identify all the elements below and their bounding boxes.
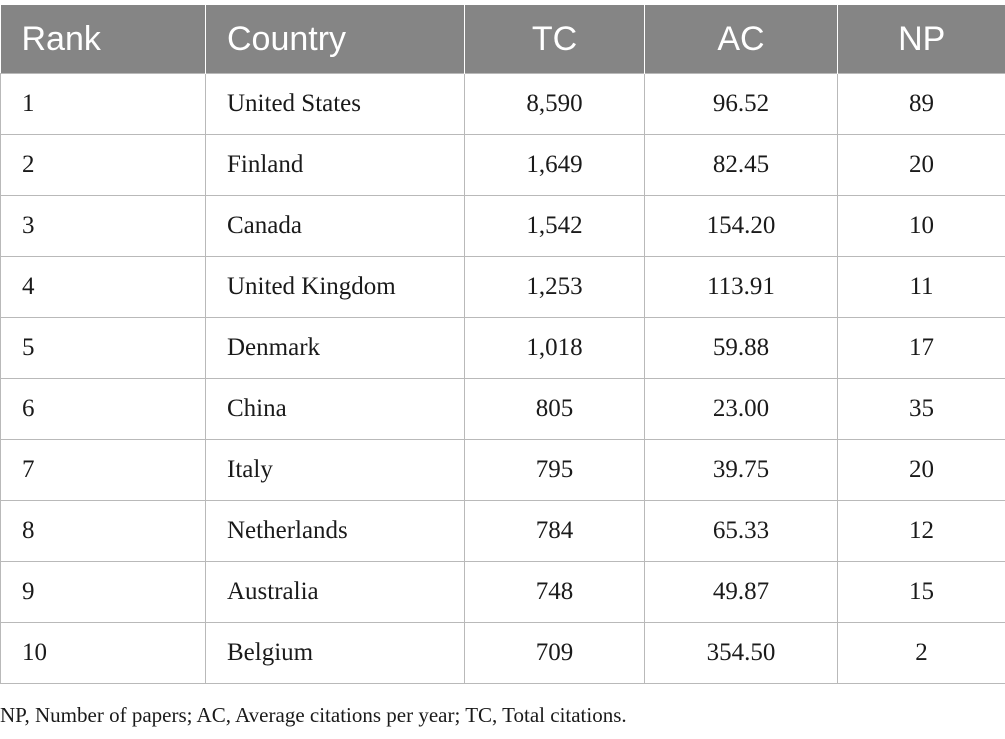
cell-rank: 3 — [0, 195, 206, 257]
cell-np: 35 — [837, 378, 1005, 440]
table-row: 3 Canada 1,542 154.20 10 — [0, 195, 1005, 257]
cell-country: United Kingdom — [205, 256, 465, 318]
table-row: 1 United States 8,590 96.52 89 — [0, 73, 1005, 135]
table-row: 9 Australia 748 49.87 15 — [0, 561, 1005, 623]
cell-tc: 748 — [464, 561, 645, 623]
cell-country: China — [205, 378, 465, 440]
cell-np: 89 — [837, 73, 1005, 135]
cell-ac: 113.91 — [644, 256, 838, 318]
cell-tc: 1,018 — [464, 317, 645, 379]
cell-tc: 795 — [464, 439, 645, 501]
country-citations-table: Rank Country TC AC NP 1 United States 8,… — [0, 5, 1005, 684]
cell-country: Italy — [205, 439, 465, 501]
cell-rank: 2 — [0, 134, 206, 196]
cell-ac: 82.45 — [644, 134, 838, 196]
cell-tc: 1,542 — [464, 195, 645, 257]
cell-ac: 354.50 — [644, 622, 838, 684]
cell-np: 12 — [837, 500, 1005, 562]
cell-ac: 96.52 — [644, 73, 838, 135]
header-tc: TC — [464, 5, 645, 74]
cell-tc: 805 — [464, 378, 645, 440]
table-row: 2 Finland 1,649 82.45 20 — [0, 134, 1005, 196]
cell-ac: 154.20 — [644, 195, 838, 257]
table-footnote: NP, Number of papers; AC, Average citati… — [0, 703, 627, 727]
table-row: 8 Netherlands 784 65.33 12 — [0, 500, 1005, 562]
cell-ac: 65.33 — [644, 500, 838, 562]
cell-ac: 49.87 — [644, 561, 838, 623]
cell-tc: 784 — [464, 500, 645, 562]
cell-rank: 9 — [0, 561, 206, 623]
cell-np: 17 — [837, 317, 1005, 379]
cell-country: Belgium — [205, 622, 465, 684]
cell-rank: 1 — [0, 73, 206, 135]
header-np: NP — [837, 5, 1005, 74]
cell-country: Finland — [205, 134, 465, 196]
cell-np: 11 — [837, 256, 1005, 318]
cell-tc: 1,649 — [464, 134, 645, 196]
cell-rank: 10 — [0, 622, 206, 684]
table-row: 10 Belgium 709 354.50 2 — [0, 622, 1005, 684]
cell-np: 2 — [837, 622, 1005, 684]
cell-rank: 6 — [0, 378, 206, 440]
cell-country: Netherlands — [205, 500, 465, 562]
cell-rank: 7 — [0, 439, 206, 501]
cell-country: Australia — [205, 561, 465, 623]
cell-tc: 1,253 — [464, 256, 645, 318]
cell-np: 10 — [837, 195, 1005, 257]
cell-ac: 59.88 — [644, 317, 838, 379]
table-row: 4 United Kingdom 1,253 113.91 11 — [0, 256, 1005, 318]
header-rank: Rank — [0, 5, 206, 74]
cell-np: 15 — [837, 561, 1005, 623]
cell-country: Denmark — [205, 317, 465, 379]
cell-ac: 39.75 — [644, 439, 838, 501]
cell-country: United States — [205, 73, 465, 135]
header-ac: AC — [644, 5, 838, 74]
table-row: 7 Italy 795 39.75 20 — [0, 439, 1005, 501]
cell-rank: 4 — [0, 256, 206, 318]
table-row: 5 Denmark 1,018 59.88 17 — [0, 317, 1005, 379]
cell-rank: 8 — [0, 500, 206, 562]
table-header: Rank Country TC AC NP — [0, 5, 1005, 74]
cell-tc: 8,590 — [464, 73, 645, 135]
cell-tc: 709 — [464, 622, 645, 684]
cell-np: 20 — [837, 134, 1005, 196]
cell-np: 20 — [837, 439, 1005, 501]
cell-rank: 5 — [0, 317, 206, 379]
cell-country: Canada — [205, 195, 465, 257]
header-row: Rank Country TC AC NP — [0, 5, 1005, 74]
header-country: Country — [205, 5, 465, 74]
table-body: 1 United States 8,590 96.52 89 2 Finland… — [0, 73, 1005, 684]
table-row: 6 China 805 23.00 35 — [0, 378, 1005, 440]
cell-ac: 23.00 — [644, 378, 838, 440]
citations-table-container: Rank Country TC AC NP 1 United States 8,… — [0, 5, 1005, 684]
